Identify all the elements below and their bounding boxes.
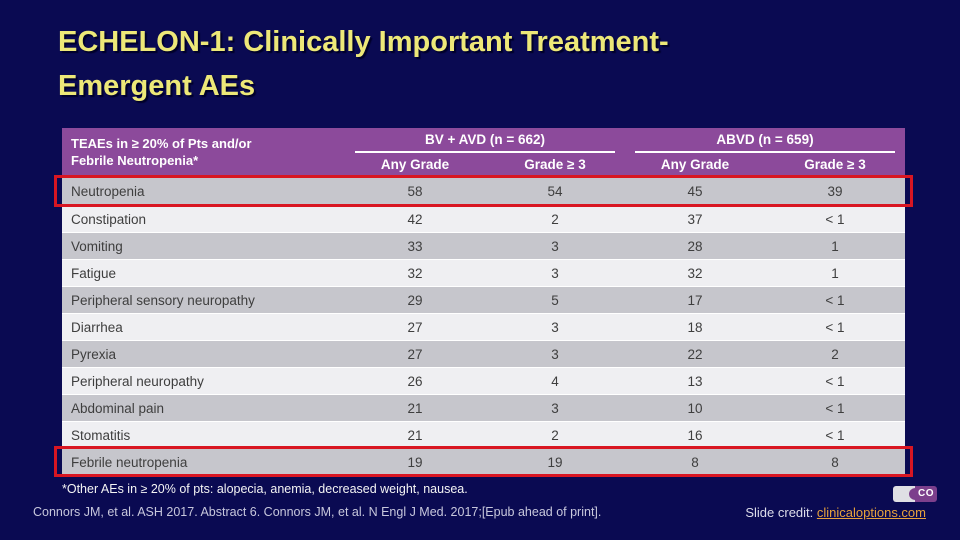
value-cell: 17 [687,292,703,308]
row-label: Constipation [71,211,147,227]
value-cell: 27 [407,346,423,362]
value-cell: 3 [551,265,559,281]
value-cell: 3 [551,346,559,362]
value-cell: 2 [831,346,839,362]
value-cell: < 1 [825,319,845,335]
table-row: Peripheral sensory neuropathy 29 5 17 < 1 [62,286,905,313]
slide-title-line2: Emergent AEs [58,70,256,102]
col-group-bv-avd: BV + AVD (n = 662) [345,130,625,153]
value-cell: 39 [827,184,843,199]
value-cell: 19 [407,454,423,470]
value-cell: 19 [547,454,563,470]
cco-logo: CO [893,486,937,502]
value-cell: 29 [407,292,423,308]
value-cell: 1 [831,265,839,281]
table-row: Neutropenia 58 54 45 39 [54,175,913,207]
value-cell: 21 [407,400,423,416]
slide-title-line1: ECHELON-1: Clinically Important Treatmen… [58,26,669,58]
table-row: Peripheral neuropathy 26 4 13 < 1 [62,367,905,394]
value-cell: 16 [687,427,703,443]
value-cell: 22 [687,346,703,362]
value-cell: 32 [407,265,423,281]
value-cell: 4 [551,373,559,389]
table-row: Diarrhea 27 3 18 < 1 [62,313,905,340]
value-cell: < 1 [825,292,845,308]
value-cell: 45 [687,184,703,199]
value-cell: 27 [407,319,423,335]
value-cell: 1 [831,238,839,254]
row-label: Peripheral sensory neuropathy [71,292,255,308]
table-row: Febrile neutropenia 19 19 8 8 [54,446,913,477]
table-row-header-line2: Febrile Neutropenia* [71,153,199,168]
value-cell: < 1 [825,400,845,416]
value-cell: < 1 [825,427,845,443]
value-cell: 58 [407,184,423,199]
row-label: Diarrhea [71,319,123,335]
value-cell: 10 [687,400,703,416]
value-cell: 28 [687,238,703,254]
value-cell: 2 [551,427,559,443]
row-label: Febrile neutropenia [71,454,188,470]
value-cell: 2 [551,211,559,227]
value-cell: 3 [551,319,559,335]
row-label: Stomatitis [71,427,131,443]
value-cell: 42 [407,211,423,227]
value-cell: 33 [407,238,423,254]
slide-credit-label: Slide credit: [745,505,817,520]
value-cell: 32 [687,265,703,281]
slide-title: ECHELON-1: Clinically Important Treatmen… [58,20,938,108]
value-cell: 21 [407,427,423,443]
row-label: Pyrexia [71,346,117,362]
subcol-header: Grade ≥ 3 [804,157,866,172]
col-group-bv-avd-label: BV + AVD (n = 662) [355,130,615,153]
citation: Connors JM, et al. ASH 2017. Abstract 6.… [33,505,602,519]
value-cell: 54 [547,184,563,199]
table-row: Constipation 42 2 37 < 1 [62,205,905,232]
value-cell: 3 [551,400,559,416]
table-row: Vomiting 33 3 28 1 [62,232,905,259]
row-label: Vomiting [71,238,123,254]
value-cell: 8 [691,454,699,470]
col-group-abvd-label: ABVD (n = 659) [635,130,895,153]
row-label: Abdominal pain [71,400,165,416]
subheader-row: Any Grade Grade ≥ 3 Any Grade Grade ≥ 3 [345,155,905,177]
footnote: *Other AEs in ≥ 20% of pts: alopecia, an… [62,482,468,496]
value-cell: 13 [687,373,703,389]
cco-logo-left-tile [893,486,915,502]
column-groups: BV + AVD (n = 662) ABVD (n = 659) [345,130,905,153]
cco-logo-right-tile: CO [915,486,937,502]
value-cell: 8 [831,454,839,470]
row-label: Neutropenia [71,184,145,199]
subcol-header: Any Grade [380,157,450,172]
slide-credit: Slide credit: clinicaloptions.com [745,505,926,520]
table-row: Fatigue 32 3 32 1 [62,259,905,286]
ae-table: TEAEs in ≥ 20% of Pts and/or Febrile Neu… [54,128,913,477]
table-row-header-line1: TEAEs in ≥ 20% of Pts and/or [71,136,252,151]
table-row: Abdominal pain 21 3 10 < 1 [62,394,905,421]
value-cell: 3 [551,238,559,254]
value-cell: < 1 [825,373,845,389]
col-group-abvd: ABVD (n = 659) [625,130,905,153]
clinicaloptions-link[interactable]: clinicaloptions.com [816,505,926,520]
value-cell: 18 [687,319,703,335]
table-row: Pyrexia 27 3 22 2 [62,340,905,367]
table-header: TEAEs in ≥ 20% of Pts and/or Febrile Neu… [62,128,905,178]
table-row: Stomatitis 21 2 16 < 1 [62,421,905,448]
table-row-header: TEAEs in ≥ 20% of Pts and/or Febrile Neu… [71,135,341,169]
value-cell: 5 [551,292,559,308]
row-label: Peripheral neuropathy [71,373,204,389]
value-cell: < 1 [825,211,845,227]
subcol-header: Any Grade [660,157,730,172]
value-cell: 37 [687,211,703,227]
subcol-header: Grade ≥ 3 [524,157,586,172]
row-label: Fatigue [71,265,117,281]
value-cell: 26 [407,373,423,389]
